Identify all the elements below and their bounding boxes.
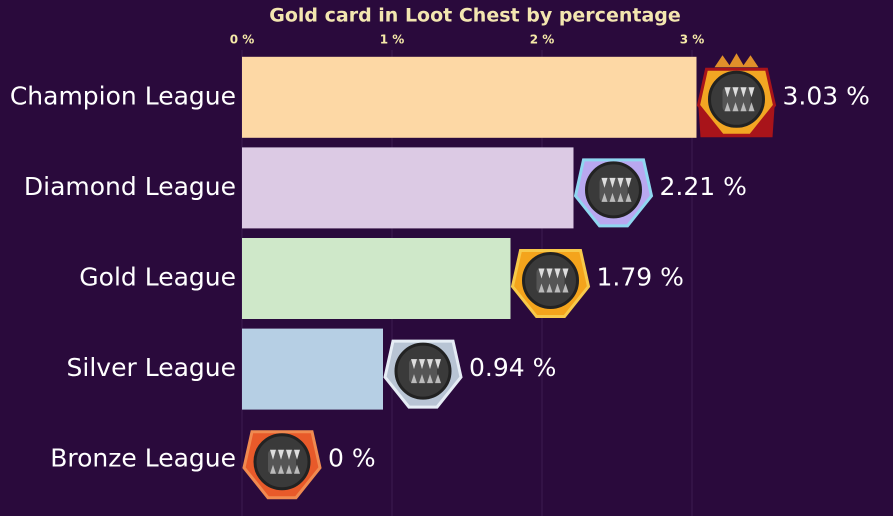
badge-fang — [617, 177, 624, 188]
category-label: Champion League — [10, 81, 236, 110]
badge-fang — [617, 192, 624, 202]
badge-fang — [435, 374, 441, 384]
badge-fang — [562, 268, 569, 279]
x-tick-label: 3 % — [680, 33, 705, 47]
badge-fang — [270, 449, 276, 460]
badge-fang — [748, 102, 755, 112]
x-tick-label: 2 % — [530, 33, 555, 47]
badge-fang — [411, 374, 417, 384]
badge-fang — [278, 464, 284, 474]
badge-fang — [609, 177, 616, 188]
value-label: 3.03 % — [783, 81, 870, 110]
bar — [242, 147, 574, 229]
badge-fang — [270, 464, 276, 474]
badge-fang — [538, 283, 545, 293]
category-label: Gold League — [79, 263, 236, 292]
league-badge — [573, 158, 654, 228]
league-badge — [383, 339, 463, 409]
badge-fang — [427, 374, 433, 384]
bar — [242, 238, 511, 319]
x-tick-label: 1 % — [380, 33, 405, 47]
badge-fang — [411, 359, 417, 370]
badge-fang — [724, 87, 731, 98]
value-label: 1.79 % — [597, 263, 684, 292]
badge-fang — [562, 283, 569, 293]
badge-crown — [714, 53, 759, 68]
category-label: Bronze League — [50, 444, 236, 473]
badge-fang — [724, 102, 731, 112]
badge-fang — [427, 359, 433, 370]
badge-fang — [419, 359, 425, 370]
badge-fang — [538, 268, 545, 279]
badge-fang — [546, 283, 553, 293]
badge-fang — [546, 268, 553, 279]
category-label: Silver League — [67, 353, 236, 382]
bar — [242, 56, 697, 138]
value-label: 0 % — [328, 444, 376, 473]
value-label: 0.94 % — [469, 353, 556, 382]
x-tick-label: 0 % — [230, 33, 255, 47]
badge-fang — [554, 268, 561, 279]
category-label: Diamond League — [24, 172, 236, 201]
badge-fang — [609, 192, 616, 202]
badge-fang — [732, 102, 739, 112]
league-badge — [696, 53, 777, 138]
chart-title: Gold card in Loot Chest by percentage — [269, 5, 681, 27]
value-label: 2.21 % — [660, 172, 747, 201]
badge-fang — [419, 374, 425, 384]
badge-fang — [625, 177, 632, 188]
badge-fang — [294, 449, 300, 460]
badge-fang — [748, 87, 755, 98]
badge-fang — [554, 283, 561, 293]
badge-fang — [286, 464, 292, 474]
badge-fang — [625, 192, 632, 202]
badge-fang — [740, 87, 747, 98]
badge-fang — [601, 177, 608, 188]
league-badge — [510, 249, 591, 318]
badge-fang — [601, 192, 608, 202]
badge-fang — [294, 464, 300, 474]
badge-fang — [435, 359, 441, 370]
badge-fang — [732, 87, 739, 98]
badge-fang — [286, 449, 292, 460]
bar — [242, 328, 383, 410]
league-badge — [242, 430, 322, 500]
badge-fang — [740, 102, 747, 112]
badge-fang — [278, 449, 284, 460]
